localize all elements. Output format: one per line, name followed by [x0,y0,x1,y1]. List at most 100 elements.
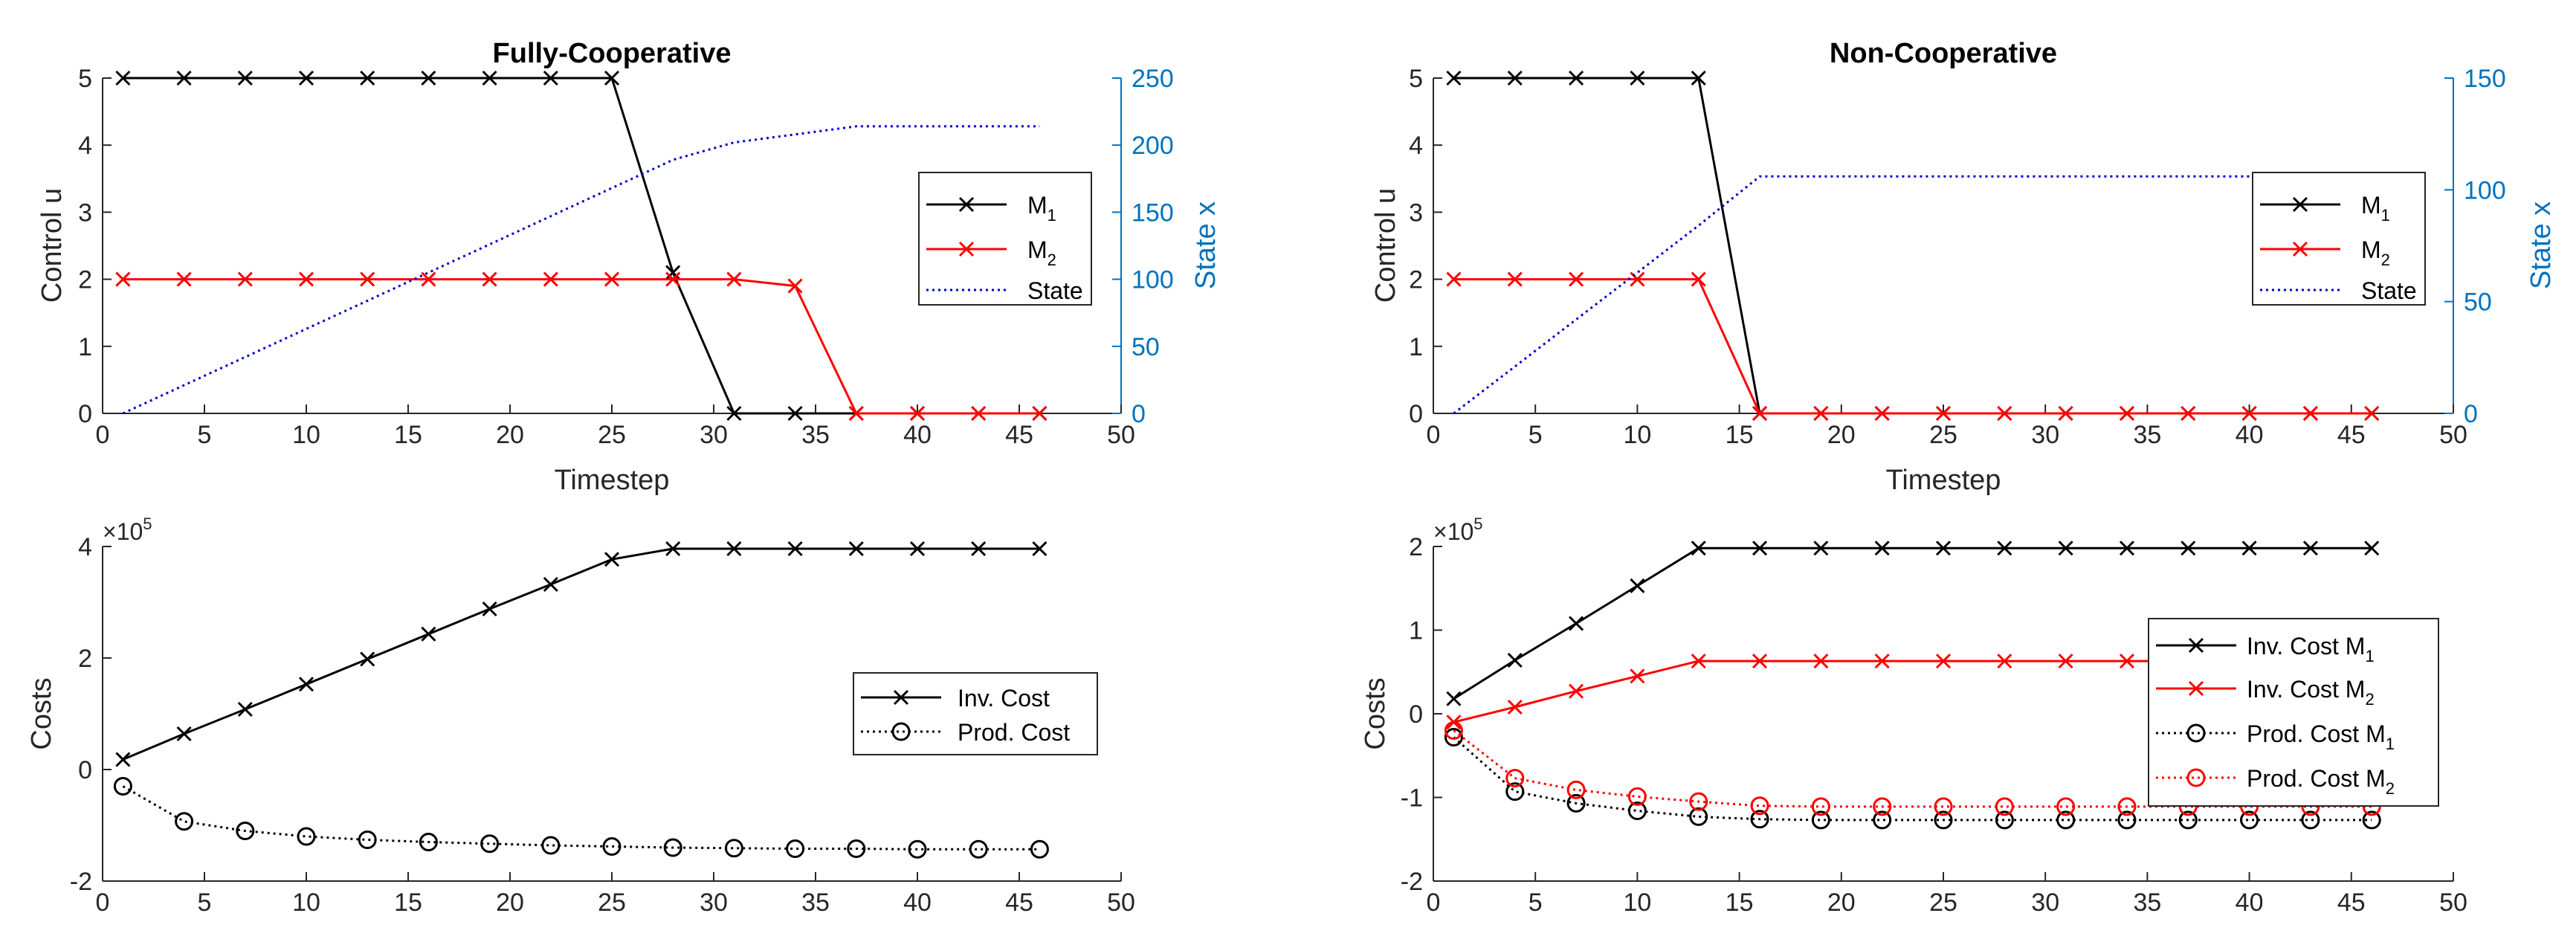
y-tick-label: 4 [78,533,92,561]
data-point [2364,405,2380,422]
series-m2 [1446,271,2380,422]
data-point [1935,405,1952,422]
data-point [1689,807,1708,826]
legend-label: Inv. Cost M1 [2247,633,2375,665]
data-point [726,405,742,422]
x-tick-label: 40 [903,421,932,449]
axis-exponent: ×105 [1433,515,1483,545]
data-point [482,70,497,86]
data-point [1630,578,1645,593]
data-point [237,701,253,717]
data-point [1750,810,1769,829]
y-tick-label: 0 [78,400,92,428]
data-point [360,70,375,86]
x-tick-label: 50 [2439,888,2467,917]
x-tick-label: 20 [496,421,524,449]
data-point [1505,782,1525,802]
data-point [1627,802,1647,820]
data-point [1691,70,1706,86]
data-point [1995,797,2014,816]
data-point [2058,541,2073,556]
data-point [847,839,866,858]
data-point [1750,796,1769,816]
x-tick-label: 40 [2236,888,2264,917]
x-tick-label: 30 [700,888,728,917]
series-prod-cost [113,777,1049,859]
y-tick-label: -2 [70,868,92,896]
data-point [2241,405,2257,422]
x-tick-label: 35 [2133,421,2161,449]
series-state [122,125,1040,415]
y-tick-label: 4 [78,132,92,160]
legend-entry: State [2260,277,2417,304]
chart-non-cooperative-control: Non-Cooperative Timestep Control u State… [1370,38,2557,496]
y-tick-label: -1 [1401,784,1423,813]
data-point [2301,810,2320,830]
legend-label: Inv. Cost M2 [2247,676,2375,709]
data-point [1507,70,1523,86]
chart-title: Fully-Cooperative [493,38,732,69]
data-point [1935,654,1952,669]
legend-label: M2 [2361,236,2390,269]
legend-label: M1 [2361,192,2390,225]
x-tick-label: 15 [1726,421,1754,449]
data-point [298,677,314,692]
chart-title: Non-Cooperative [1830,38,2057,69]
data-point [1444,721,1463,740]
data-point [421,626,436,642]
legend-entry: Prod. Cost M2 [2156,765,2395,798]
data-point [1569,70,1584,86]
y-tick-label: 4 [1409,132,1423,160]
data-point [2180,541,2196,556]
data-point [1569,683,1584,699]
data-point [1691,541,1706,556]
data-point [482,271,497,287]
x-tick-label: 15 [394,421,422,449]
data-point [1752,654,1768,669]
x-tick-label: 35 [801,421,830,449]
y-tick-label: 5 [1409,65,1423,93]
x-tick-label: 25 [1929,888,1957,917]
data-point [236,822,255,840]
data-point [1874,541,1890,556]
y-tick-label-right: 100 [1132,266,1174,294]
y-axis-label: Control u [1370,188,1401,303]
data-point [2119,654,2135,669]
data-point [2056,810,2076,830]
data-point [1630,668,1645,684]
data-point [2117,797,2137,816]
data-point [787,541,803,557]
data-point [421,271,436,287]
data-point [1997,541,2012,556]
data-point [1811,797,1830,816]
y-tick-label-right: 50 [2464,288,2492,317]
data-point [1813,654,1829,669]
legend-label: Prod. Cost M1 [2247,720,2395,753]
x-tick-label: 0 [96,421,110,449]
series-line [1453,729,2372,808]
data-point [1934,810,1953,830]
data-point [663,838,682,857]
data-point [2180,405,2196,422]
x-tick-label: 50 [1107,888,1135,917]
data-point [1874,405,1890,422]
series-inv-cost-m1 [1446,541,2380,706]
y-tick-label-right: 0 [1132,400,1146,428]
axis-exponent: ×105 [103,515,152,545]
series-line [1453,546,2372,700]
y-tick-label: 1 [1409,617,1423,645]
data-point [541,836,561,855]
data-point [2178,810,2198,830]
x-tick-label: 50 [2439,421,2467,449]
data-point [2241,541,2257,556]
legend-label: State [2361,277,2417,304]
x-tick-label: 0 [96,888,110,917]
data-point [604,552,620,567]
series-prod-cost-m2 [1444,721,2381,816]
y-tick-label: 1 [1409,333,1423,361]
legend-box [2252,172,2426,306]
legend-entry: M2 [926,236,1056,269]
data-point [419,833,438,851]
